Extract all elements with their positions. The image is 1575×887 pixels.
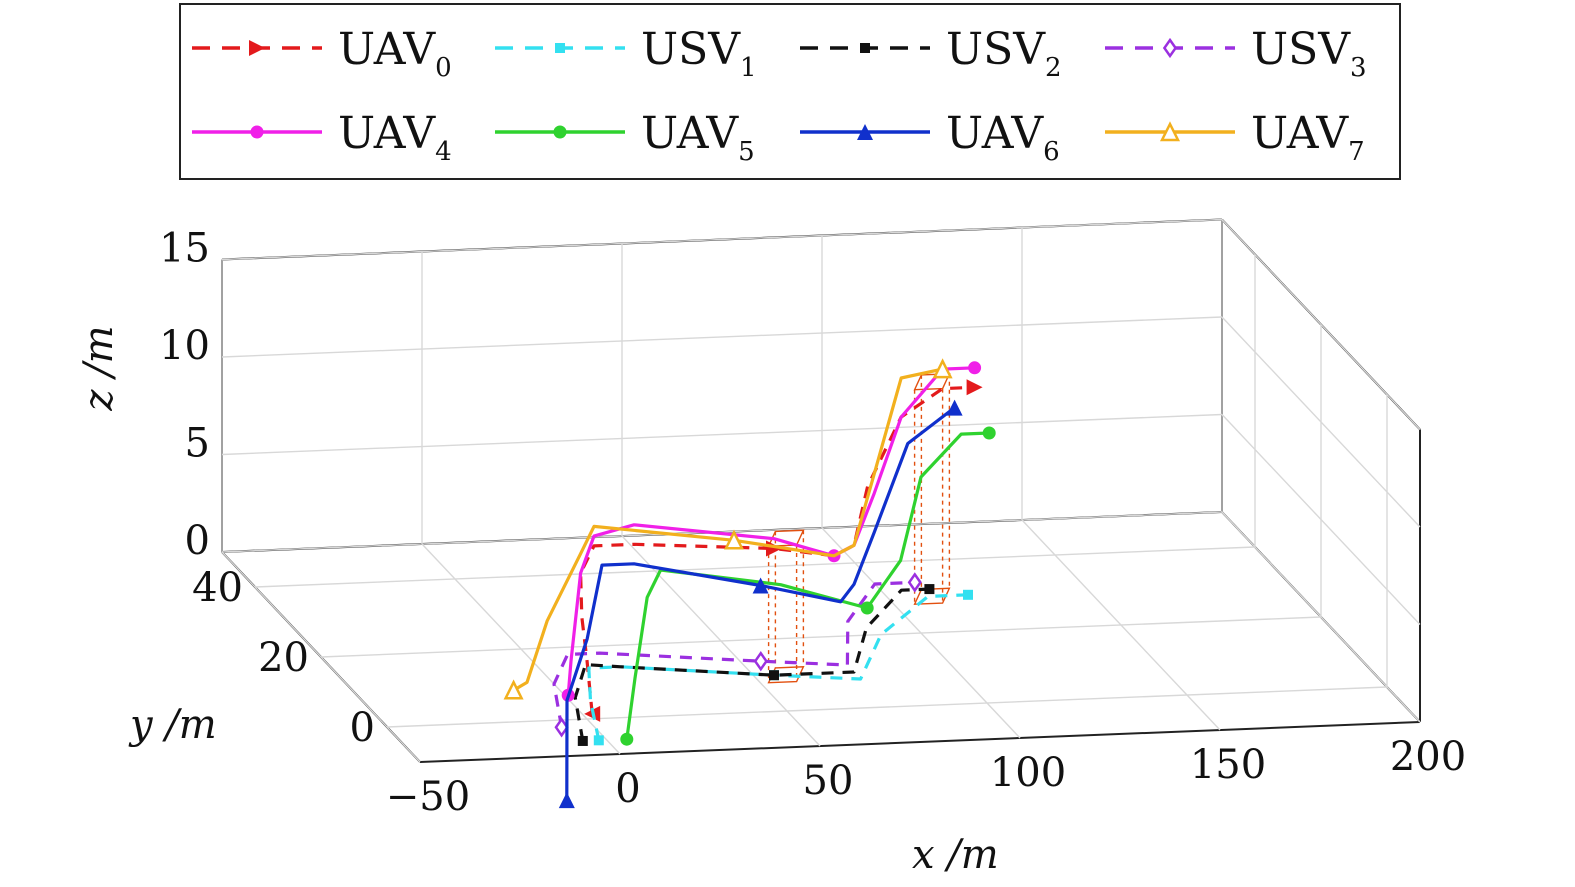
- grid-line: [1221, 414, 1421, 625]
- axis-labels: x /m y /m z /m: [76, 325, 999, 878]
- legend-label-sub: 5: [738, 137, 755, 167]
- grid-line: [1221, 219, 1421, 430]
- series-point: [753, 651, 768, 672]
- legend-label: UAV0: [338, 24, 452, 83]
- z-axis-label: z /m: [76, 325, 122, 411]
- legend-marker: [1159, 121, 1181, 142]
- legend-label: UAV4: [338, 108, 452, 167]
- grid-line: [221, 413, 1223, 456]
- legend-label: USV1: [641, 24, 757, 83]
- series-point: [593, 735, 604, 746]
- legend: UAV0 USV1 USV2 USV3 UAV4 UAV5 UAV6 UAV7: [179, 3, 1401, 180]
- grid-line: [386, 686, 1388, 728]
- tick-label: 50: [803, 758, 854, 804]
- legend-item: USV3: [1105, 24, 1367, 83]
- series-point: [924, 584, 935, 595]
- legend-label-sub: 0: [435, 53, 452, 83]
- grid-line: [1221, 511, 1421, 723]
- legend-label-sub: 7: [1348, 137, 1365, 167]
- grid-line: [320, 616, 1322, 658]
- legend-item: UAV7: [1105, 108, 1365, 167]
- legend-box: [179, 3, 1401, 180]
- series-point: [769, 670, 779, 681]
- dropline-rect-bottom: [913, 587, 951, 605]
- tick-label: 0: [350, 705, 375, 751]
- series: [503, 358, 996, 809]
- series-line-uav4: [566, 366, 975, 696]
- tick-label: 100: [990, 750, 1066, 796]
- axis-box: [221, 218, 1421, 763]
- legend-item: UAV4: [192, 108, 452, 167]
- grid-line: [221, 316, 1223, 358]
- tick-label: 200: [1390, 734, 1466, 780]
- series-point: [620, 732, 634, 746]
- y-axis-label: y /m: [128, 702, 217, 748]
- tick-label: 0: [185, 518, 210, 564]
- legend-item: UAV5: [495, 108, 755, 167]
- legend-item: UAV0: [192, 24, 452, 83]
- legend-marker: [857, 124, 873, 140]
- grid-line: [254, 546, 1256, 588]
- series-point: [966, 379, 983, 396]
- legend-label-sub: 4: [435, 137, 452, 167]
- legend-item: USV2: [800, 24, 1062, 83]
- front-floor-edge: [419, 721, 1421, 763]
- legend-items: UAV0 USV1 USV2 USV3 UAV4 UAV5 UAV6 UAV7: [192, 24, 1367, 167]
- series-point: [963, 589, 973, 600]
- series-point: [554, 717, 569, 738]
- tick-label: −50: [386, 774, 470, 820]
- series-point: [968, 361, 982, 375]
- tick-label: 20: [258, 635, 309, 681]
- grid-line: [221, 218, 1223, 261]
- legend-label: UAV7: [1251, 108, 1365, 167]
- legend-label: USV3: [1251, 24, 1367, 83]
- legend-marker: [249, 40, 265, 56]
- legend-label-sub: 6: [1043, 137, 1060, 167]
- series-point: [946, 399, 963, 416]
- legend-label: USV2: [946, 24, 1062, 83]
- legend-label: UAV5: [641, 108, 755, 167]
- series-point: [558, 792, 575, 809]
- legend-item: USV1: [495, 24, 757, 83]
- series-point: [723, 529, 745, 550]
- legend-label-sub: 3: [1350, 53, 1367, 83]
- legend-marker: [553, 125, 567, 139]
- legend-label: UAV6: [946, 108, 1060, 167]
- series-point: [932, 358, 953, 379]
- series-point: [577, 735, 588, 746]
- series-line-usv3: [552, 580, 915, 728]
- series-line-uav5: [625, 431, 990, 740]
- tick-label: 40: [192, 565, 243, 611]
- legend-marker: [1162, 37, 1178, 59]
- tick-label: 150: [1190, 742, 1266, 788]
- series-point: [860, 601, 874, 615]
- legend-marker: [250, 125, 264, 139]
- series-point: [503, 679, 524, 700]
- grid-line: [1221, 316, 1421, 528]
- legend-item: UAV6: [800, 108, 1060, 167]
- tick-label: 15: [159, 226, 210, 272]
- series-point: [982, 426, 996, 440]
- series-line-usv2: [573, 587, 930, 742]
- series-point: [907, 572, 922, 593]
- tick-label: 10: [159, 323, 210, 369]
- legend-label-sub: 2: [1045, 53, 1062, 83]
- x-axis-label: x /m: [912, 832, 999, 878]
- legend-marker: [555, 43, 565, 53]
- tick-label: 0: [615, 766, 640, 812]
- tick-label: 5: [185, 421, 210, 467]
- grid: [221, 218, 1421, 763]
- legend-label-sub: 1: [740, 53, 757, 83]
- series-point: [752, 577, 769, 594]
- legend-marker: [860, 43, 870, 53]
